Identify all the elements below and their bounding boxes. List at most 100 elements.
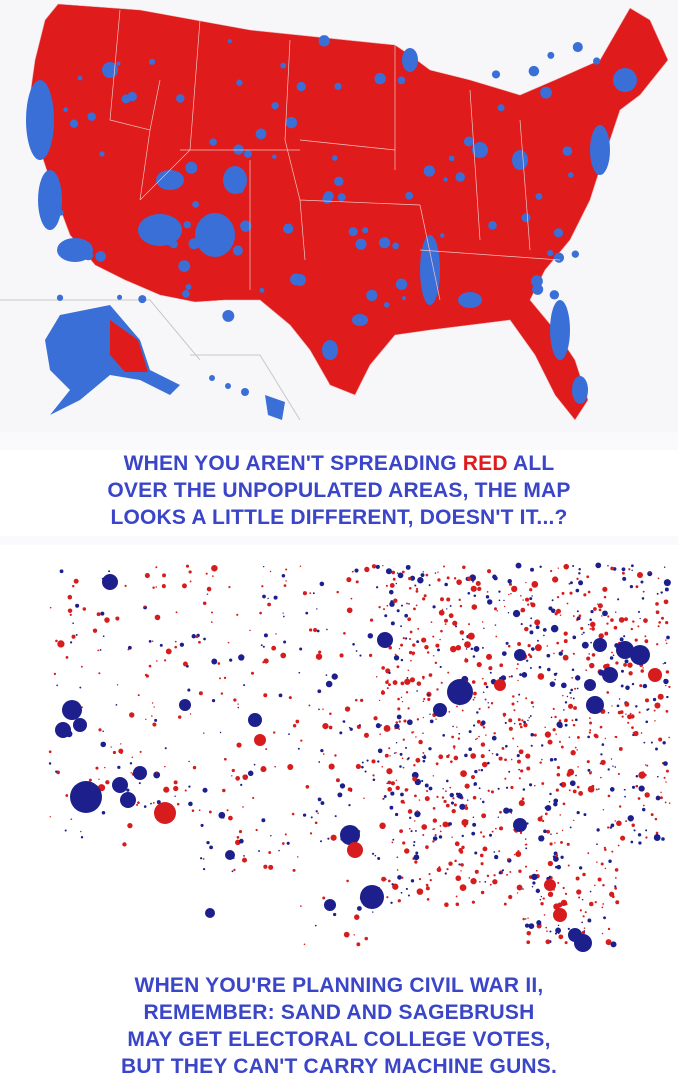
county-bubble [346, 607, 353, 614]
county-bubble [543, 634, 545, 637]
county-bubble [459, 803, 466, 810]
blue-county [448, 155, 455, 162]
county-bubble [538, 665, 542, 669]
county-bubble [202, 787, 208, 793]
county-bubble [525, 697, 528, 700]
county-bubble [614, 820, 616, 822]
county-bubble [530, 701, 534, 705]
county-bubble [422, 597, 426, 601]
county-bubble [624, 795, 626, 798]
county-bubble [100, 741, 107, 748]
county-bubble [283, 615, 285, 618]
county-bubble [375, 676, 378, 678]
county-bubble [478, 787, 481, 790]
county-bubble [227, 641, 230, 644]
county-bubble [619, 710, 624, 714]
county-bubble [440, 629, 443, 633]
county-bubble [348, 804, 351, 807]
county-bubble [515, 851, 522, 857]
county-bubble [235, 776, 241, 781]
county-bubble [589, 890, 592, 893]
blue-county-cluster [550, 300, 570, 360]
county-bubble [385, 584, 388, 587]
county-bubble [458, 598, 461, 602]
county-bubble [611, 705, 613, 707]
county-bubble [137, 801, 140, 805]
county-bubble [574, 687, 577, 690]
blue-county [397, 76, 406, 85]
county-bubble [557, 902, 563, 908]
county-bubble [578, 896, 581, 899]
county-bubble [97, 649, 100, 652]
county-bubble [99, 649, 102, 651]
county-bubble [211, 698, 216, 703]
county-bubble [436, 867, 442, 873]
county-bubble [583, 927, 586, 929]
county-bubble [564, 723, 568, 727]
county-bubble [501, 747, 505, 750]
county-bubble [480, 754, 485, 759]
caption-bottom-line1: WHEN YOU'RE PLANNING CIVIL WAR II, [134, 974, 544, 997]
county-bubble [263, 658, 269, 664]
county-bubble [237, 706, 240, 709]
county-bubble [518, 749, 524, 755]
county-bubble [581, 898, 584, 901]
county-bubble [583, 593, 587, 597]
county-bubble [115, 616, 120, 621]
county-bubble [547, 739, 553, 745]
county-bubble [339, 653, 344, 658]
county-bubble [569, 826, 572, 829]
county-bubble [406, 676, 409, 679]
county-bubble [473, 646, 480, 652]
county-bubble [645, 720, 649, 724]
county-bubble [582, 631, 585, 634]
county-bubble [236, 613, 239, 616]
county-bubble [429, 713, 431, 715]
county-bubble [517, 759, 521, 764]
county-bubble [668, 685, 671, 688]
county-bubble [248, 713, 262, 727]
county-bubble [347, 842, 363, 858]
county-bubble [315, 653, 323, 660]
county-bubble [543, 829, 547, 834]
county-bubble [459, 604, 463, 608]
county-bubble [460, 770, 467, 778]
county-bubble [459, 884, 467, 892]
county-bubble [480, 862, 484, 866]
county-bubble [548, 606, 553, 611]
county-bubble [49, 816, 52, 818]
county-bubble [405, 691, 409, 694]
county-bubble [98, 778, 100, 781]
county-bubble [541, 758, 543, 761]
county-bubble [101, 811, 106, 815]
county-bubble [620, 835, 626, 841]
county-bubble [587, 590, 591, 594]
county-bubble [630, 564, 634, 568]
county-bubble [155, 771, 158, 774]
county-bubble [401, 570, 405, 574]
county-bubble [281, 573, 286, 578]
county-bubble [413, 841, 416, 844]
county-bubble [430, 621, 433, 623]
county-bubble [400, 604, 404, 607]
county-bubble [352, 643, 355, 646]
county-bubble [453, 577, 457, 580]
county-bubble [586, 575, 590, 579]
county-bubble [412, 844, 415, 847]
blue-county [233, 144, 244, 155]
county-bubble [527, 603, 530, 606]
county-bubble [668, 736, 670, 739]
county-bubble [542, 628, 547, 632]
county-bubble [285, 568, 288, 571]
county-bubble [591, 627, 595, 631]
county-bubble [575, 876, 580, 881]
county-bubble [590, 641, 592, 644]
blue-county [69, 119, 79, 128]
county-bubble [631, 823, 635, 827]
county-bubble [241, 857, 248, 863]
county-bubble [262, 645, 265, 648]
alaska-red-region [110, 320, 148, 372]
blue-county [366, 289, 378, 301]
county-bubble [604, 737, 607, 740]
county-bubble [634, 638, 638, 642]
